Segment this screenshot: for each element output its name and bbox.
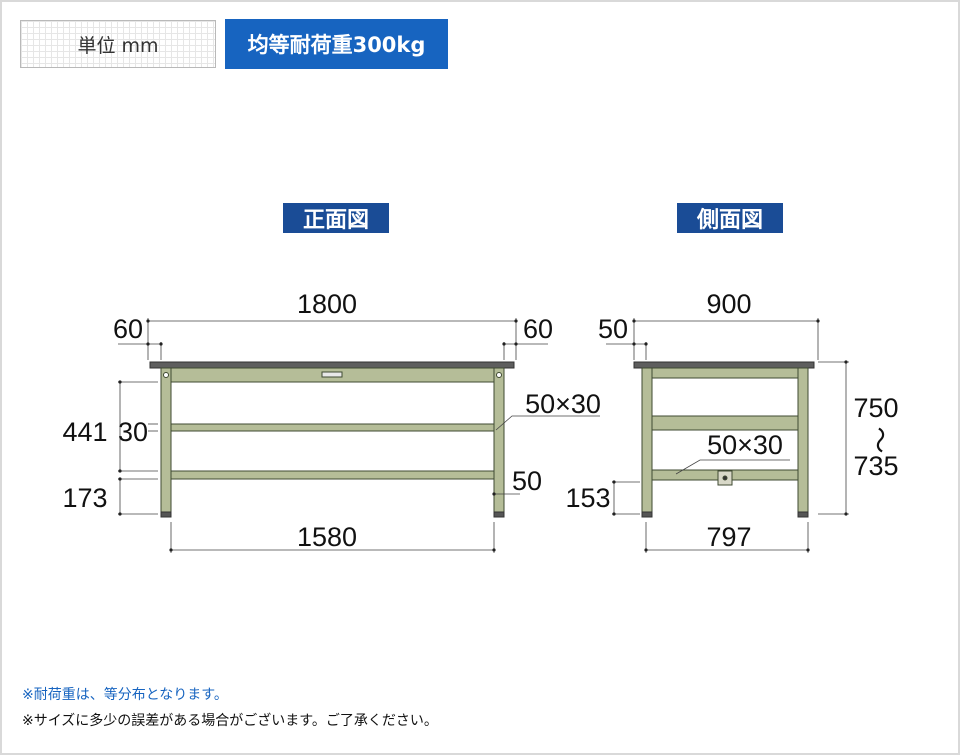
dim-1580: 1580 <box>297 522 357 552</box>
dim-50x30-front: 50×30 <box>525 389 601 419</box>
dot <box>502 342 506 346</box>
dim-750: 750 <box>853 393 898 423</box>
dim-735: 735 <box>853 451 898 481</box>
dimension-labels: 1800 60 60 441 30 173 1580 50×30 50 900 … <box>62 289 898 552</box>
dot <box>816 319 820 323</box>
dot <box>146 319 150 323</box>
unit-label: 単位 mm <box>20 20 216 68</box>
dot <box>644 548 648 552</box>
dim-900: 900 <box>706 289 751 319</box>
side-view-title-text: 側面図 <box>696 208 763 233</box>
dot <box>118 469 122 473</box>
front-tabletop <box>149 361 515 369</box>
dot <box>612 480 616 484</box>
side-left-leg <box>641 367 653 515</box>
side-view-table <box>633 361 815 518</box>
note-size-tolerance: ※サイズに多少の誤差がある場合がございます。ご了承ください。 <box>22 713 438 729</box>
front-bolt-left <box>163 372 169 378</box>
dim-50x30-side: 50×30 <box>707 430 783 460</box>
dim-173: 173 <box>62 483 107 513</box>
front-right-foot <box>493 511 505 518</box>
dim-50-side: 50 <box>598 314 628 344</box>
leader-50x30-front <box>495 415 600 431</box>
dim-50-leg: 50 <box>512 466 542 496</box>
dimension-lines <box>118 318 849 553</box>
dot <box>644 342 648 346</box>
dot <box>612 512 616 516</box>
dim-797: 797 <box>706 522 751 552</box>
load-capacity-text: 均等耐荷重300kg <box>247 33 426 57</box>
dot <box>632 342 636 346</box>
dot <box>118 477 122 481</box>
side-bracket-bolt <box>722 475 728 481</box>
dot <box>844 512 848 516</box>
front-middle-beam <box>170 423 495 432</box>
dot <box>514 319 518 323</box>
dim-height-range-mark: 〜 <box>864 427 894 454</box>
dot <box>492 548 496 552</box>
dot <box>806 548 810 552</box>
dot <box>632 319 636 323</box>
front-bolt-right <box>496 372 502 378</box>
dot <box>118 512 122 516</box>
dim-1800: 1800 <box>297 289 357 319</box>
dot <box>159 342 163 346</box>
side-view-title: 側面図 <box>677 203 783 233</box>
dot <box>118 380 122 384</box>
dim-60-left: 60 <box>113 314 143 344</box>
dot <box>492 492 496 496</box>
dot <box>146 342 150 346</box>
dim-441: 441 <box>62 417 107 447</box>
side-tabletop <box>633 361 815 369</box>
dot <box>514 342 518 346</box>
dim-60-right: 60 <box>523 314 553 344</box>
front-left-foot <box>160 511 172 518</box>
side-right-foot <box>797 511 809 518</box>
dot <box>844 360 848 364</box>
side-right-leg <box>797 367 809 515</box>
front-left-leg <box>160 367 172 515</box>
dot <box>169 548 173 552</box>
front-view-table <box>149 361 515 518</box>
side-apron <box>641 367 809 379</box>
leader-50x30-side <box>675 459 790 475</box>
side-left-foot <box>641 511 653 518</box>
dim-153: 153 <box>565 483 610 513</box>
side-middle-beam <box>651 415 799 431</box>
front-right-leg <box>493 367 505 515</box>
dim-30: 30 <box>118 417 148 447</box>
unit-label-text: 単位 mm <box>77 34 159 57</box>
note-load-distribution: ※耐荷重は、等分布となります。 <box>22 687 228 703</box>
front-view-title: 正面図 <box>283 203 389 233</box>
front-label-plate <box>321 371 343 378</box>
front-lower-beam <box>170 470 495 480</box>
front-view-title-text: 正面図 <box>302 208 369 233</box>
dimension-dots <box>118 319 848 552</box>
load-capacity-badge: 均等耐荷重300kg <box>225 19 448 69</box>
